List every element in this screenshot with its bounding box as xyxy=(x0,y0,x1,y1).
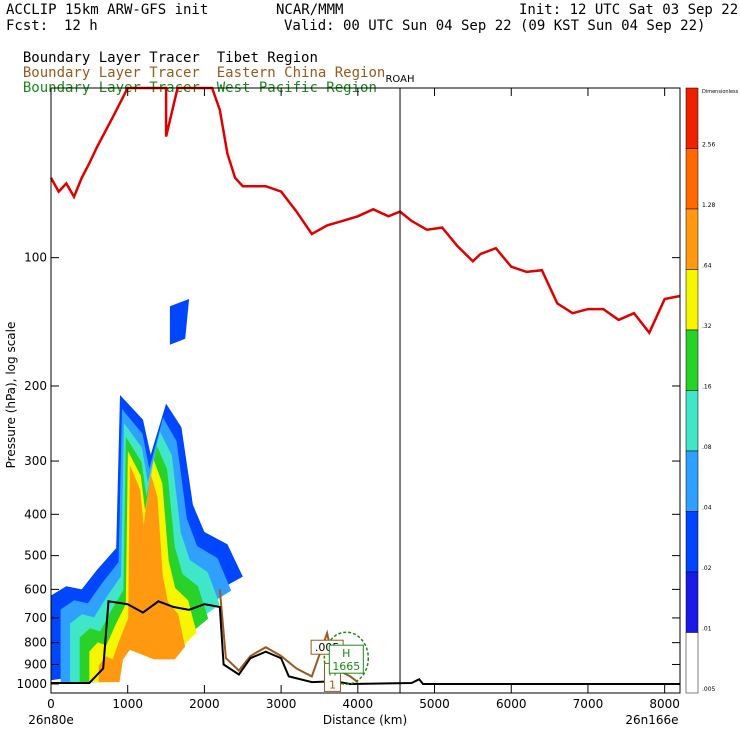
high-value: 1 xyxy=(329,678,336,691)
x-tick-label: 2000 xyxy=(189,697,220,711)
tracer-prefix: Boundary Layer Tracer xyxy=(22,65,200,81)
y-tick-label: 900 xyxy=(24,657,47,671)
y-axis-label: Pressure (hPa), log scale xyxy=(4,322,18,469)
tracer-region: Eastern China Region xyxy=(216,65,386,81)
x-tick-label: 5000 xyxy=(419,697,450,711)
y-tick-label: 400 xyxy=(24,507,47,521)
x-tick-label: 3000 xyxy=(266,697,297,711)
y-tick-label: 300 xyxy=(24,454,47,468)
x-tick-label: 4000 xyxy=(343,697,374,711)
tracer-tibet: Boundary Layer Tracer Tibet Region xyxy=(6,36,318,66)
colorbar-level-label: 1.28 xyxy=(702,202,716,209)
colorbar-level-label: .02 xyxy=(702,565,712,572)
tracer-region: Tibet Region xyxy=(216,50,318,66)
west-pacific-contour xyxy=(323,631,370,685)
fcst-value: 12 h xyxy=(64,18,98,34)
high-box-1 xyxy=(328,644,364,674)
colorbar-swatch xyxy=(685,208,699,270)
colorbar-swatch xyxy=(685,390,699,452)
y-tick-label: 1000 xyxy=(16,677,47,691)
terrain-line xyxy=(51,600,680,686)
colorbar-level-label: .16 xyxy=(702,384,712,391)
fcst-label: Fcst: xyxy=(6,18,49,34)
colorbar-level-label: .04 xyxy=(702,505,712,512)
x-tick-label: 0 xyxy=(47,697,55,711)
colorbar-swatch xyxy=(685,450,699,512)
center-label: NCAR/MMM xyxy=(276,2,344,18)
y-tick-label: 500 xyxy=(24,549,47,563)
colorbar-swatch xyxy=(685,148,699,210)
colorbar-level-label: .32 xyxy=(702,323,712,330)
colorbar-swatch xyxy=(685,632,699,694)
end-location: 26n166e xyxy=(625,713,678,727)
marker-label: ROAH xyxy=(385,74,414,85)
x-tick-label: 8000 xyxy=(649,697,680,711)
y-tick-label: 100 xyxy=(24,251,47,265)
x-axis-label: Distance (km) xyxy=(323,713,407,727)
colorbar-swatch xyxy=(685,329,699,391)
high-label: H xyxy=(342,647,350,660)
y-tick-label: 700 xyxy=(24,611,47,625)
colorbar-level-label: .08 xyxy=(702,444,712,451)
colorbar-level-label: .005 xyxy=(702,686,716,693)
model-title: ACCLIP 15km ARW-GFS init xyxy=(6,2,209,18)
start-location: 26n80e xyxy=(28,713,74,727)
x-tick-label: 7000 xyxy=(573,697,604,711)
colorbar-level-label: .01 xyxy=(702,626,712,633)
y-tick-label: 600 xyxy=(24,582,47,596)
colorbar-swatch xyxy=(685,269,699,331)
high-value: 1665 xyxy=(332,660,360,673)
colorbar-level-label: .64 xyxy=(702,263,712,270)
init-time: Init: 12 UTC Sat 03 Sep 22 xyxy=(519,2,739,18)
y-tick-label: 800 xyxy=(24,636,47,650)
y-tick-label: 200 xyxy=(24,379,47,393)
tropopause-line xyxy=(49,86,681,336)
tracer-prefix: Boundary Layer Tracer xyxy=(22,50,200,66)
x-tick-label: 6000 xyxy=(496,697,527,711)
plume-contour-5 xyxy=(98,465,186,683)
upper-tracer-blob xyxy=(169,299,190,345)
colorbar-swatch xyxy=(685,511,699,573)
plot-frame xyxy=(50,87,681,694)
valid-time: Valid: 00 UTC Sun 04 Sep 22 (09 KST Sun … xyxy=(284,18,706,34)
colorbar: 2.56 1.28 .64 .32 .16 .08 .04 .02 .01 .005 Dimensi… xyxy=(685,87,739,694)
colorbar-title: Dimensionless xyxy=(702,89,739,95)
colorbar-swatch xyxy=(685,87,699,149)
colorbar-swatch xyxy=(685,571,699,633)
tracer-eastern-china: Boundary Layer Tracer Eastern China Regi… xyxy=(6,51,385,81)
colorbar-level-label: 2.56 xyxy=(702,142,716,149)
x-tick-label: 1000 xyxy=(112,697,143,711)
